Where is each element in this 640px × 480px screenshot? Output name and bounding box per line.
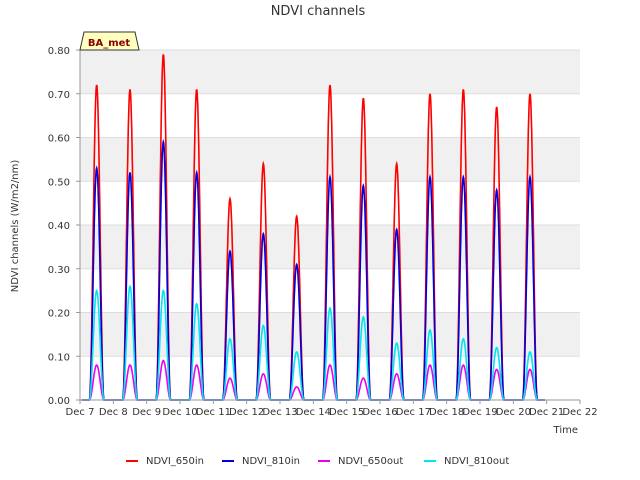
legend-label: NDVI_650in	[146, 456, 204, 467]
y-axis-label: NDVI channels (W/m2/nm)	[10, 160, 21, 293]
x-tick-label: Dec 9	[132, 407, 161, 418]
x-tick-label: Dec 20	[496, 407, 531, 418]
x-tick-label: Dec 18	[429, 407, 464, 418]
chart-title: NDVI channels	[271, 4, 366, 19]
y-tick-label: 0.40	[48, 221, 70, 232]
legend-item: NDVI_810in	[222, 456, 300, 467]
y-tick-label: 0.80	[48, 46, 70, 57]
y-tick-label: 0.00	[48, 396, 70, 407]
badge-label: BA_met	[88, 38, 131, 49]
y-tick-label: 0.10	[48, 352, 70, 363]
x-tick-label: Dec 12	[229, 407, 264, 418]
legend-label: NDVI_650out	[338, 456, 403, 467]
badge-shape	[79, 31, 140, 51]
ba-met-badge: BA_met	[79, 31, 140, 51]
y-tick-label: 0.20	[48, 309, 70, 320]
grid-lines	[80, 49, 580, 401]
legend-item: NDVI_650out	[318, 456, 403, 467]
legend: NDVI_650in NDVI_810in NDVI_650out NDVI_810o…	[126, 456, 509, 467]
legend-item: NDVI_650in	[126, 456, 204, 467]
x-axis-label: Time	[553, 425, 578, 436]
legend-label: NDVI_810out	[444, 456, 509, 467]
x-tick-label: Dec 13	[262, 407, 297, 418]
x-tick-label: Dec 7	[66, 407, 95, 418]
x-tick-label: Dec 8	[99, 407, 128, 418]
y-tick-label: 0.50	[48, 177, 70, 188]
x-tick-label: Dec 14	[296, 407, 331, 418]
y-tick-label: 0.70	[48, 90, 70, 101]
x-tick-label: Dec 15	[329, 407, 364, 418]
x-tick-label: Dec 22	[562, 407, 597, 418]
x-tick-label: Dec 16	[362, 407, 397, 418]
x-tick-label: Dec 11	[196, 407, 231, 418]
legend-label: NDVI_810in	[242, 456, 300, 467]
x-tick-label: Dec 19	[462, 407, 497, 418]
background-band	[80, 225, 580, 269]
y-tick-label: 0.60	[48, 134, 70, 145]
background-band	[80, 312, 580, 357]
x-tick-label: Dec 10	[162, 407, 197, 418]
x-tick-label: Dec 17	[396, 407, 431, 418]
y-tick-label: 0.30	[48, 265, 70, 276]
legend-item: NDVI_810out	[424, 456, 509, 467]
x-tick-label: Dec 21	[529, 407, 564, 418]
y-tick-labels: 0.00 0.10 0.20 0.30 0.40 0.50 0.60 0.70 0.80	[48, 46, 80, 407]
